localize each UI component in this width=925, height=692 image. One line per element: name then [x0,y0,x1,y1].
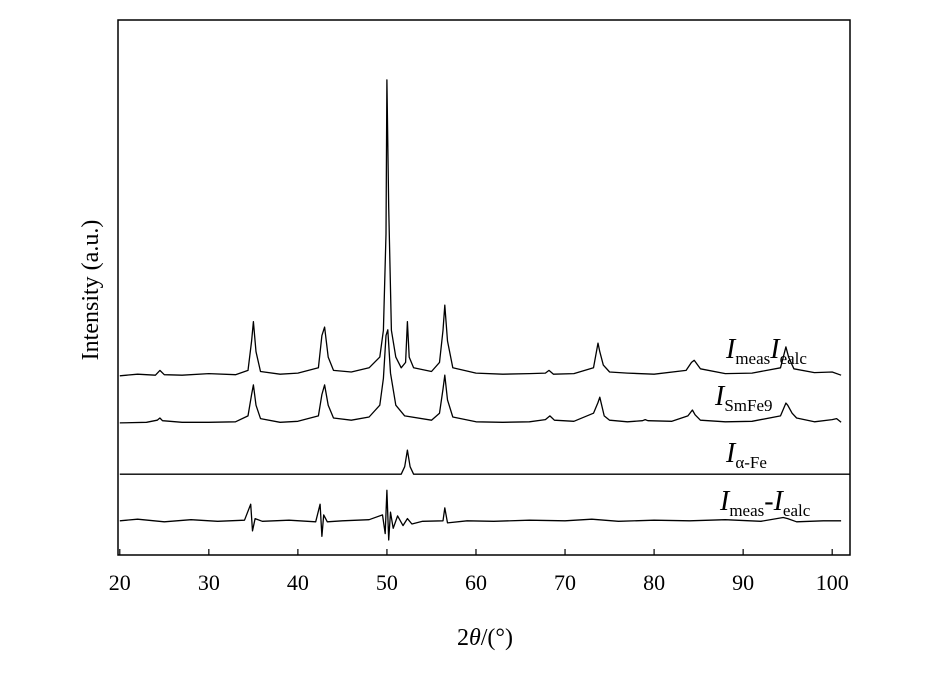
label-part: I [773,486,785,517]
label-part: I [719,486,731,517]
y-axis-label: Intensity (a.u.) [78,220,104,361]
x-tick-label: 70 [554,570,576,595]
label-part: I [725,334,737,365]
plot-frame [117,19,851,556]
series-line [119,449,850,475]
label-part: - [764,486,773,517]
x-tick-label: 60 [465,570,487,595]
label-part: α-Fe [735,453,767,472]
x-tick-label: 80 [643,570,665,595]
x-tick-label: 40 [287,570,309,595]
x-tick-label: 100 [816,570,849,595]
series-line [119,79,842,377]
label-part: I [714,381,726,412]
series-line [119,489,842,541]
x-tick-label: 30 [198,570,220,595]
label-part: ealc [780,349,808,368]
series-label: Imeas-Iealc [719,486,811,520]
label-part: meas [735,349,770,368]
x-tick-label: 20 [109,570,131,595]
label-part: meas [729,501,764,520]
series-label: ImeasIealc [725,334,807,368]
label-part: SmFe9 [724,396,772,415]
label-part: θ [469,625,481,651]
x-tick-label: 90 [732,570,754,595]
x-axis-label: 2θ/(°) [457,625,513,651]
label-part: 2 [457,625,469,651]
series-label: Iα-Fe [725,438,767,472]
series-label: ISmFe9 [714,381,773,415]
label-part: ealc [783,501,811,520]
label-part: /(°) [481,625,513,651]
label-part: I [769,334,781,365]
label-part: I [725,438,737,469]
x-tick-label: 50 [376,570,398,595]
series-line [119,329,842,424]
